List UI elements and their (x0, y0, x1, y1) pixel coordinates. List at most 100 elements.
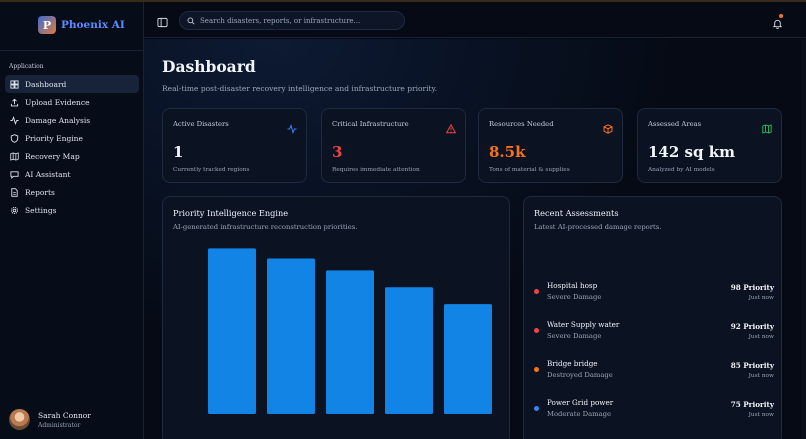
stat-caption: Analyzed by AI models (648, 167, 715, 173)
assessment-name: Power Grid power (547, 398, 614, 407)
severity-dot (534, 289, 539, 294)
sidebar-item-dashboard[interactable]: Dashboard (5, 75, 139, 93)
user-profile[interactable]: Sarah Connor Administrator (9, 409, 91, 430)
severity-dot (534, 367, 539, 372)
page-subtitle: Real-time post-disaster recovery intelli… (162, 84, 438, 93)
priority-engine-panel: Priority Intelligence Engine AI-generate… (162, 196, 510, 439)
assessment-item[interactable]: Water Supply water Severe Damage 92 Priori… (534, 320, 774, 350)
top-header (144, 2, 806, 38)
panel-subtitle: AI-generated infrastructure reconstructi… (173, 223, 358, 231)
upload-icon (10, 98, 19, 106)
user-role: Administrator (38, 421, 81, 429)
stat-value: 3 (332, 143, 343, 161)
stat-caption: Tons of material & supplies (489, 167, 570, 173)
priority-bar-chart (208, 248, 492, 414)
gear-icon (10, 206, 19, 214)
activity-icon (287, 124, 297, 134)
user-name: Sarah Connor (38, 410, 91, 420)
stat-caption: Requires immediate attention (332, 167, 420, 173)
grid-icon (10, 79, 19, 89)
stat-card-critical-infrastructure[interactable]: Critical Infrastructure 3 Requires immedia… (321, 108, 466, 183)
sidebar-item-settings[interactable]: Settings (5, 201, 139, 219)
alert-triangle-icon (445, 123, 457, 134)
stat-icon (762, 119, 772, 134)
sidebar-item-icon (10, 187, 19, 197)
sidebar-item-icon (10, 151, 19, 161)
sidebar-item-label: Upload Evidence (25, 97, 90, 107)
window-top-border (0, 0, 806, 2)
search-input[interactable] (200, 16, 400, 25)
chart-bar[interactable] (208, 248, 256, 414)
assessment-damage: Destroyed Damage (547, 371, 613, 379)
stat-label: Active Disasters (173, 120, 229, 128)
stat-label: Resources Needed (489, 120, 554, 128)
assessment-damage: Severe Damage (547, 332, 602, 340)
chart-bar[interactable] (385, 287, 433, 414)
assessment-priority: 85 Priority (730, 361, 774, 370)
assessment-item[interactable]: Power Grid power Moderate Damage 75 Priori… (534, 398, 774, 428)
stat-icon (445, 119, 457, 134)
sidebar: P Phoenix AI Application Dashboard Upload… (0, 2, 144, 439)
stat-card-active-disasters[interactable]: Active Disasters 1 Currently tracked regio… (162, 108, 307, 183)
assessment-time: Just now (748, 373, 774, 379)
stat-value: 1 (173, 143, 184, 161)
sidebar-item-reports[interactable]: Reports (5, 183, 139, 201)
assessment-priority: 75 Priority (730, 400, 774, 409)
stat-label: Critical Infrastructure (332, 120, 409, 128)
assessment-time: Just now (748, 295, 774, 301)
sidebar-item-icon (10, 133, 19, 143)
shield-icon (10, 133, 19, 143)
assessment-damage: Severe Damage (547, 293, 602, 301)
panel-subtitle: Latest AI-processed damage reports. (534, 223, 662, 231)
sidebar-item-icon (10, 170, 19, 179)
assessment-name: Hospital hosp (547, 281, 598, 290)
assessment-time: Just now (748, 334, 774, 340)
sidebar-item-icon (10, 206, 19, 215)
panel-title: Priority Intelligence Engine (173, 208, 289, 218)
stat-card-assessed-areas[interactable]: Assessed Areas 142 sq km Analyzed by AI mo… (637, 108, 782, 183)
sidebar-item-recovery-map[interactable]: Recovery Map (5, 147, 139, 165)
sidebar-item-damage-analysis[interactable]: Damage Analysis (5, 111, 139, 129)
brand-logo: P (38, 16, 56, 34)
map-icon (10, 151, 19, 161)
sidebar-item-label: AI Assistant (25, 169, 71, 179)
sidebar-item-label: Dashboard (25, 79, 67, 89)
assessment-name: Water Supply water (547, 320, 620, 329)
stat-icon (603, 119, 613, 134)
notification-badge (779, 14, 783, 18)
notifications-button[interactable] (772, 14, 783, 29)
brand-name: Phoenix AI (61, 19, 125, 31)
sidebar-item-ai-assistant[interactable]: AI Assistant (5, 165, 139, 183)
brand[interactable]: P Phoenix AI (38, 16, 125, 34)
search-bar[interactable] (179, 11, 405, 30)
sidebar-item-label: Settings (25, 205, 57, 215)
sidebar-item-upload-evidence[interactable]: Upload Evidence (5, 93, 139, 111)
stat-icon (287, 119, 297, 134)
nav-section-title: Application (9, 63, 44, 70)
page-title: Dashboard (162, 57, 256, 76)
panel-title: Recent Assessments (534, 208, 619, 218)
sidebar-item-label: Damage Analysis (25, 115, 91, 125)
chart-bar[interactable] (267, 258, 315, 414)
chart-bar[interactable] (326, 270, 374, 414)
chart-bar[interactable] (444, 304, 492, 414)
sidebar-item-label: Reports (25, 187, 55, 197)
stat-card-resources-needed[interactable]: Resources Needed 8.5k Tons of material & s… (478, 108, 623, 183)
assessment-item[interactable]: Bridge bridge Destroyed Damage 85 Priority… (534, 359, 774, 389)
search-icon (187, 17, 195, 25)
stat-value: 142 sq km (648, 143, 735, 161)
severity-dot (534, 328, 539, 333)
assessment-item[interactable]: Hospital hosp Severe Damage 98 Priority Jus… (534, 281, 774, 311)
stat-label: Assessed Areas (648, 120, 702, 128)
main-content: Dashboard Real-time post-disaster recove… (144, 39, 806, 439)
scrollbar[interactable] (801, 39, 806, 439)
map-icon (762, 124, 772, 134)
severity-dot (534, 406, 539, 411)
assessment-priority: 98 Priority (730, 283, 774, 292)
sidebar-toggle-button[interactable] (157, 13, 168, 28)
panel-left-icon (157, 17, 168, 28)
sidebar-item-priority-engine[interactable]: Priority Engine (5, 129, 139, 147)
sidebar-item-icon (10, 98, 19, 107)
sidebar-item-icon (10, 115, 19, 125)
assessment-time: Just now (748, 412, 774, 418)
